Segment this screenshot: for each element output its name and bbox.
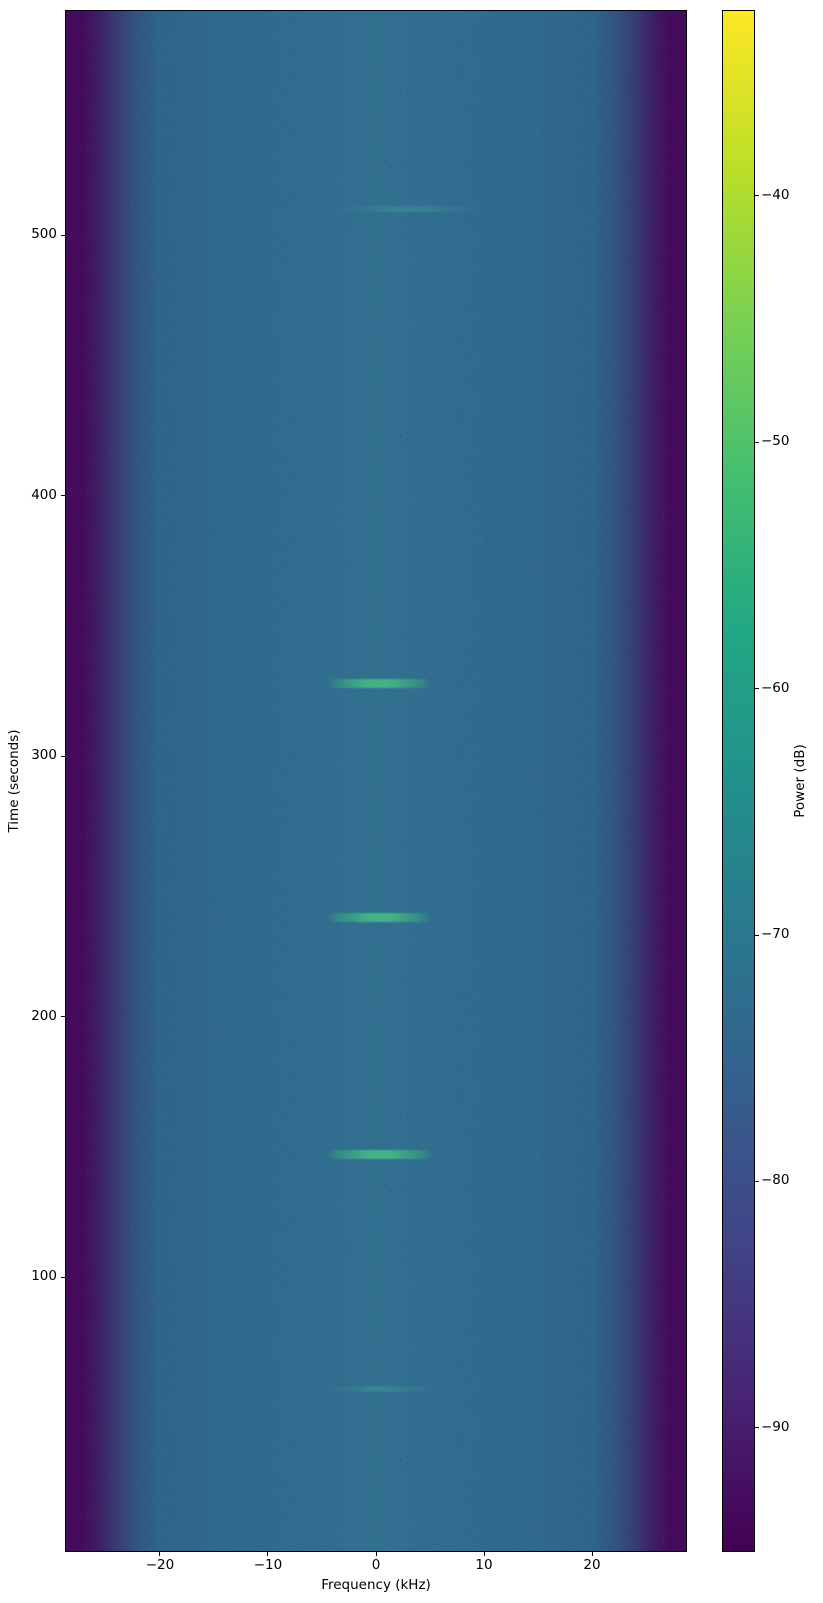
- y-tick: [61, 234, 65, 236]
- colorbar-tick-label: −90: [761, 1418, 790, 1435]
- signal-band: [326, 1150, 435, 1160]
- colorbar-tick: [755, 195, 759, 197]
- y-axis-label: Time (seconds): [6, 729, 22, 833]
- colorbar-tick: [755, 688, 759, 690]
- colorbar-tick-label: −70: [761, 926, 790, 942]
- x-tick-label: −20: [145, 1557, 175, 1573]
- y-tick: [61, 755, 65, 757]
- signal-band: [327, 678, 433, 688]
- y-tick-label: 500: [31, 226, 57, 243]
- x-tick: [591, 1552, 593, 1556]
- x-axis-label: Frequency (kHz): [321, 1577, 431, 1593]
- colorbar-tick: [755, 934, 759, 936]
- y-tick-label: 200: [31, 1007, 57, 1024]
- y-tick-label: 300: [31, 747, 57, 764]
- x-tick: [267, 1552, 269, 1556]
- x-tick: [159, 1552, 161, 1556]
- colorbar-tick-label: −60: [761, 679, 790, 696]
- colorbar-tick-label: −50: [761, 433, 790, 450]
- colorbar-tick: [755, 441, 759, 443]
- x-tick-label: 20: [583, 1557, 601, 1573]
- y-tick: [61, 1276, 65, 1278]
- signal-band: [324, 1386, 438, 1393]
- x-tick-label: −10: [253, 1557, 283, 1573]
- x-tick-label: 0: [371, 1557, 381, 1573]
- colorbar-tick-label: −40: [761, 186, 790, 203]
- spectrogram-background: [66, 11, 686, 1551]
- y-tick: [61, 1016, 65, 1018]
- signal-band: [327, 913, 433, 923]
- y-tick-label: 400: [31, 486, 57, 503]
- colorbar-gradient: [723, 11, 754, 1551]
- colorbar-tick: [755, 1427, 759, 1429]
- x-tick: [483, 1552, 485, 1556]
- x-tick-label: 10: [475, 1557, 493, 1573]
- x-tick: [375, 1552, 377, 1556]
- y-tick-label: 100: [31, 1268, 57, 1285]
- plot-area: [65, 10, 687, 1552]
- y-tick: [61, 495, 65, 497]
- colorbar: [722, 10, 755, 1552]
- signal-band: [332, 206, 484, 213]
- colorbar-tick-label: −80: [761, 1172, 790, 1189]
- colorbar-tick: [755, 1180, 759, 1182]
- colorbar-label: Power (dB): [792, 744, 808, 818]
